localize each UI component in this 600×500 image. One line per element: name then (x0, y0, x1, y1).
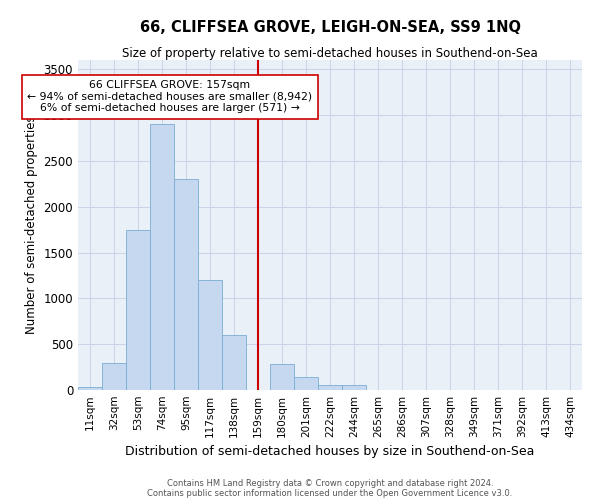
Y-axis label: Number of semi-detached properties: Number of semi-detached properties (25, 116, 38, 334)
Bar (78, 387, 102, 390)
Text: 66, CLIFFSEA GROVE, LEIGH-ON-SEA, SS9 1NQ: 66, CLIFFSEA GROVE, LEIGH-ON-SEA, SS9 1N… (139, 20, 521, 35)
Text: Size of property relative to semi-detached houses in Southend-on-Sea: Size of property relative to semi-detach… (122, 48, 538, 60)
Text: Contains HM Land Registry data © Crown copyright and database right 2024.: Contains HM Land Registry data © Crown c… (167, 478, 493, 488)
Bar (270, 364, 294, 390)
Text: 66 CLIFFSEA GROVE: 157sqm
← 94% of semi-detached houses are smaller (8,942)
6% o: 66 CLIFFSEA GROVE: 157sqm ← 94% of semi-… (27, 80, 313, 114)
Text: Contains public sector information licensed under the Open Government Licence v3: Contains public sector information licen… (148, 488, 512, 498)
Bar (150, 124, 174, 390)
Bar (318, 384, 342, 390)
X-axis label: Distribution of semi-detached houses by size in Southend-on-Sea: Distribution of semi-detached houses by … (125, 446, 535, 458)
Bar (294, 377, 318, 390)
Bar (174, 179, 198, 390)
Bar (198, 280, 222, 390)
Bar (342, 384, 366, 390)
Bar (222, 335, 246, 390)
Bar (102, 362, 126, 390)
Bar (126, 230, 150, 390)
